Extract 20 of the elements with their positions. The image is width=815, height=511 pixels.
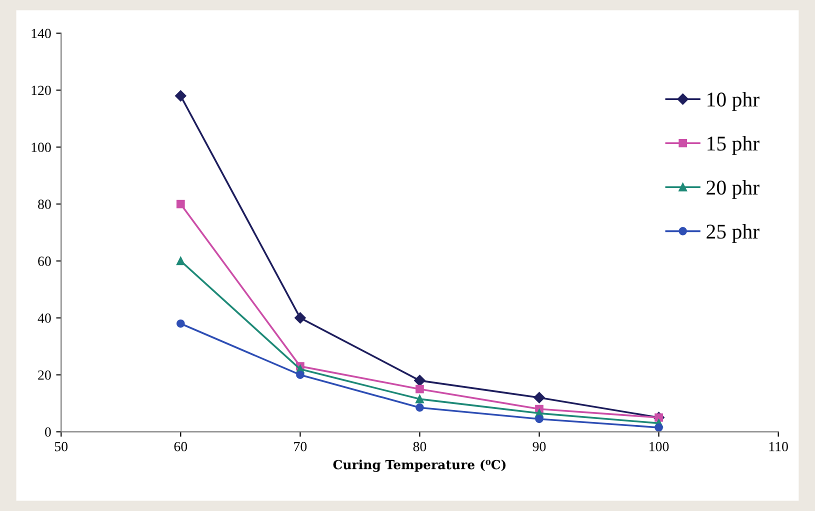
legend-label: 10 phr: [708, 92, 760, 111]
x-tick-label: 100: [650, 442, 669, 452]
y-tick-label: 140: [32, 28, 51, 38]
x-tick-label: 110: [769, 442, 788, 452]
x-tick-label: 90: [532, 442, 546, 452]
x-tick-label: 70: [294, 442, 307, 452]
x-axis-title: Curing Temperature (⁰C): [333, 460, 506, 472]
y-tick-label: 0: [44, 427, 51, 437]
x-tick-label: 60: [174, 442, 188, 452]
y-tick-label: 100: [32, 142, 51, 152]
y-tick-label: 20: [38, 370, 51, 380]
y-tick-label: 60: [38, 256, 51, 266]
y-tick-label: 40: [38, 314, 51, 323]
legend-label: 20 phr: [706, 180, 760, 199]
y-tick-label: 80: [38, 200, 51, 209]
x-tick-label: 50: [54, 442, 68, 452]
legend-label: 15 phr: [708, 136, 760, 155]
legend-label: 25 phr: [706, 224, 760, 243]
x-tick-label: 80: [413, 442, 426, 452]
y-tick-label: 120: [32, 86, 51, 96]
